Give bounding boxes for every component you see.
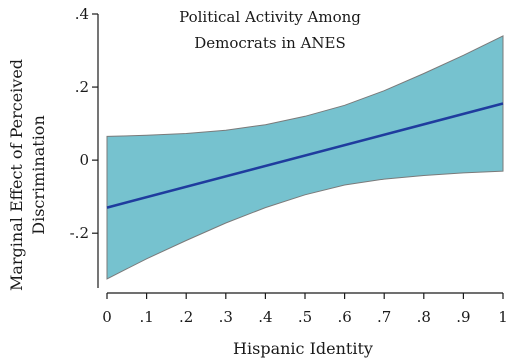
y-tick-label: .4 xyxy=(75,5,89,23)
confidence-band xyxy=(106,35,504,280)
chart-title-line-1: Political Activity Among xyxy=(179,8,361,26)
x-tick-label: .1 xyxy=(139,308,153,326)
x-tick-label: .6 xyxy=(337,308,351,326)
y-tick-label: -.2 xyxy=(70,224,89,242)
x-tick-label: 1 xyxy=(498,308,507,326)
y-tick-label: 0 xyxy=(79,151,89,169)
x-axis-title: Hispanic Identity xyxy=(233,339,373,358)
x-tick-label: .9 xyxy=(456,308,470,326)
y-axis-title-line-1: Marginal Effect of Perceived xyxy=(7,59,26,291)
marginal-effect-line xyxy=(106,102,504,209)
y-axis-title-line-2: Discrimination xyxy=(29,115,48,235)
x-tick-label: 0 xyxy=(102,308,112,326)
y-tick-label: .2 xyxy=(75,78,89,96)
x-tick-label: .5 xyxy=(298,308,312,326)
y-ticks: -.2 0 .2 .4 xyxy=(70,5,98,242)
confidence-band-layer xyxy=(106,35,504,280)
x-tick-label: .2 xyxy=(179,308,193,326)
series-line-layer xyxy=(106,102,504,209)
x-tick-label: .8 xyxy=(417,308,431,326)
x-ticks: 0 .1 .2 .3 .4 .5 .6 .7 .8 .9 1 xyxy=(102,293,507,326)
x-tick-label: .7 xyxy=(377,308,391,326)
chart-title-line-2: Democrats in ANES xyxy=(194,34,346,52)
x-tick-label: .4 xyxy=(258,308,272,326)
x-tick-label: .3 xyxy=(219,308,233,326)
